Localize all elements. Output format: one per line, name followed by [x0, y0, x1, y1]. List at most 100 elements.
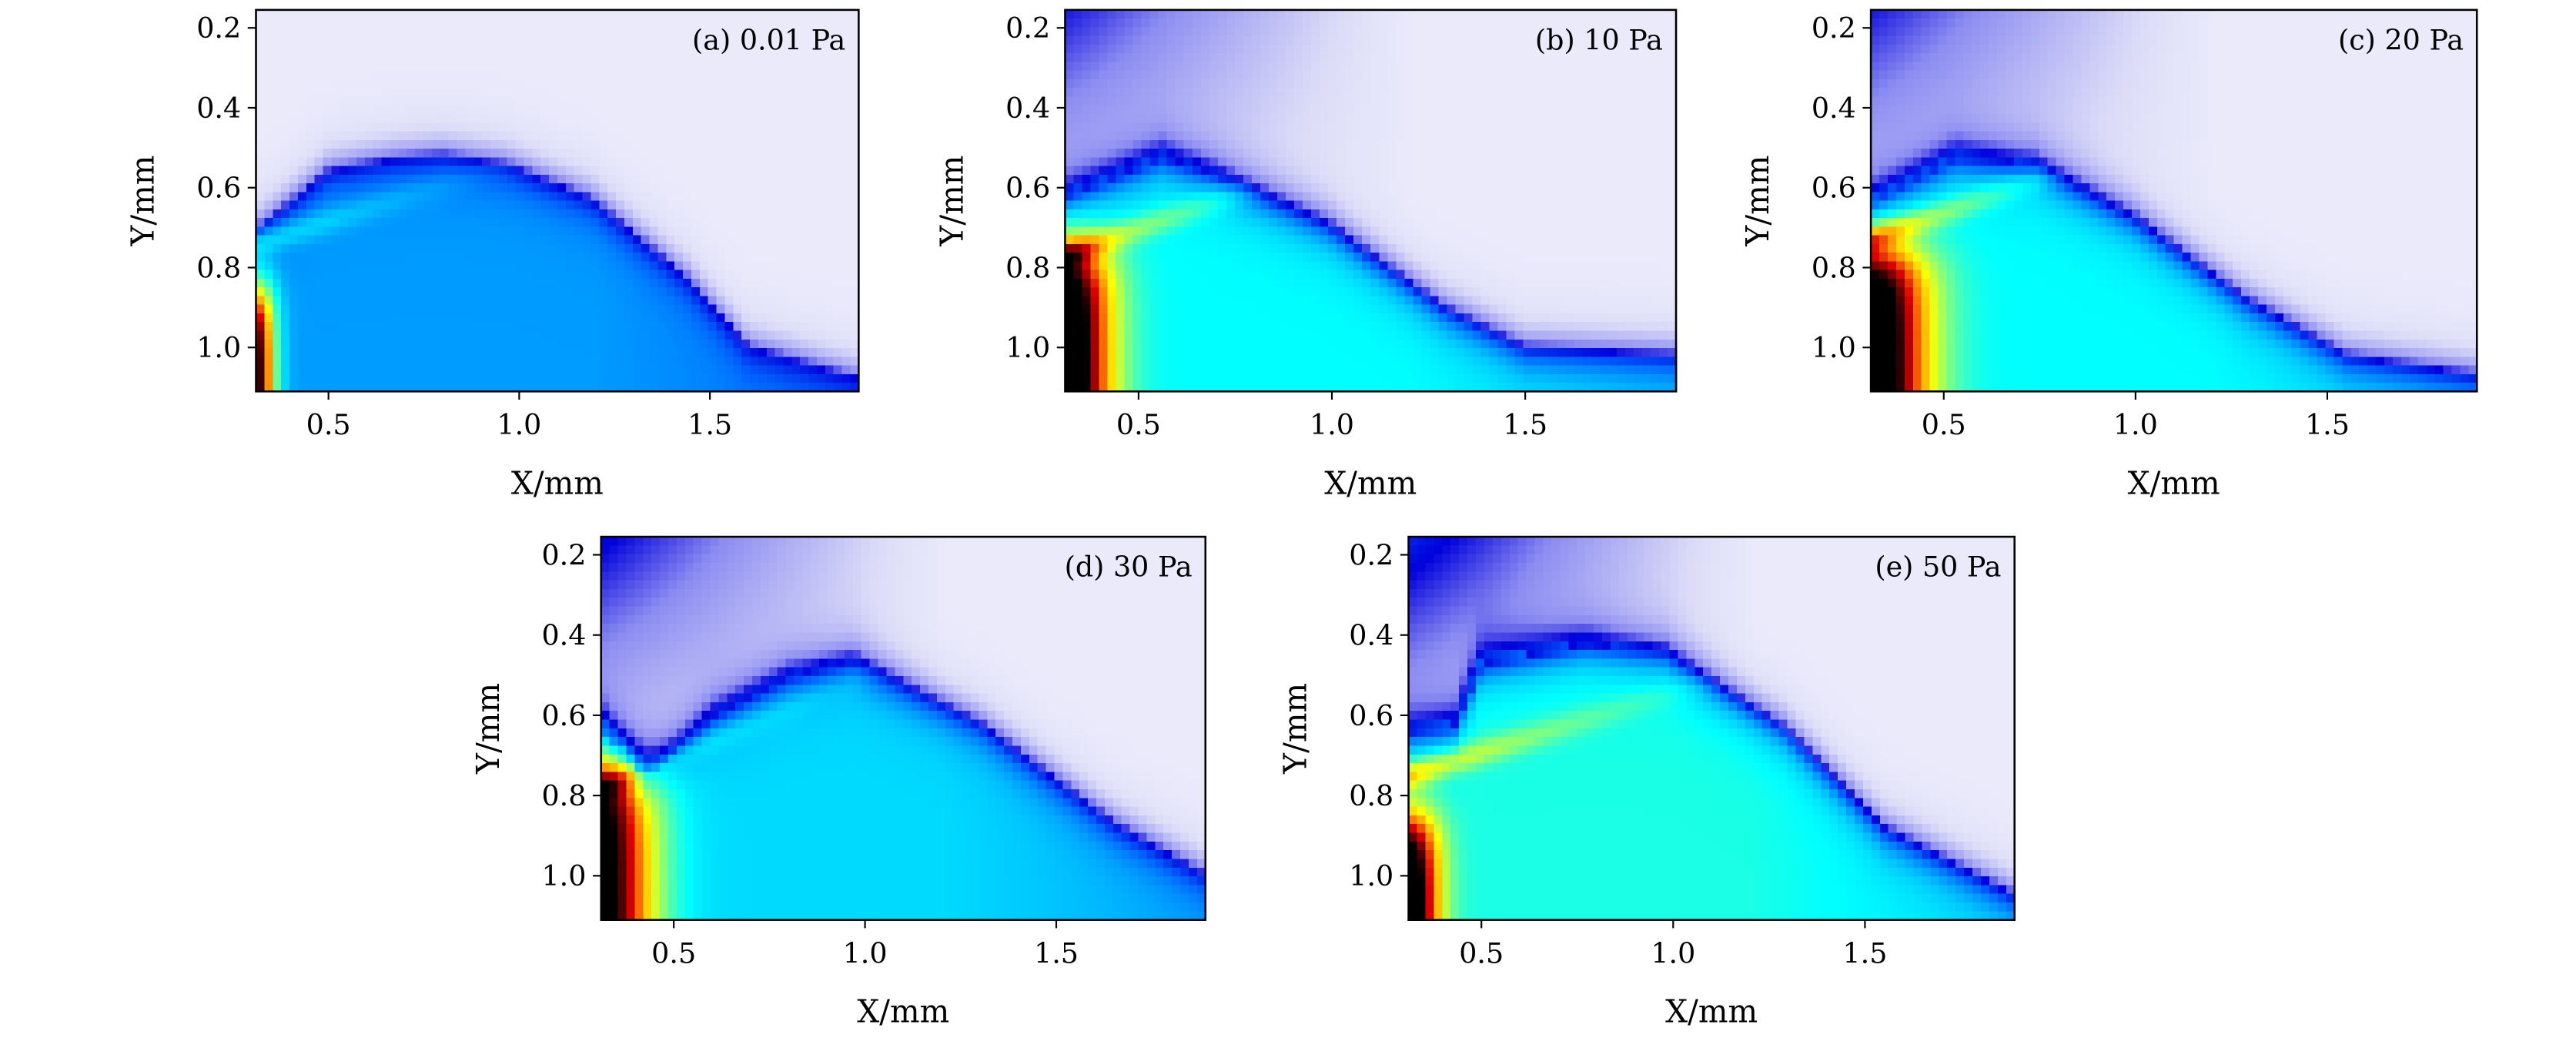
heatmap-cell — [1200, 209, 1211, 219]
heatmap-cell — [331, 253, 341, 263]
heatmap-cell — [607, 149, 617, 159]
heatmap-cell — [1599, 139, 1610, 150]
heatmap-cell — [565, 183, 575, 193]
heatmap-cell — [1480, 157, 1490, 167]
heatmap-cell — [641, 79, 651, 89]
heatmap-cell — [1243, 44, 1253, 55]
heatmap-cell — [1260, 166, 1270, 176]
heatmap-cell — [465, 218, 475, 228]
heatmap-cell — [348, 105, 358, 116]
heatmap-cell — [841, 287, 851, 297]
heatmap-cell — [306, 270, 316, 280]
heatmap-cell — [1082, 62, 1092, 72]
heatmap-cell — [1540, 18, 1550, 28]
heatmap-cell — [1294, 18, 1304, 28]
heatmap-cell — [314, 122, 324, 132]
heatmap-cell — [582, 373, 592, 384]
heatmap-cell — [724, 35, 734, 46]
heatmap-cell — [766, 174, 776, 185]
heatmap-cell — [490, 166, 500, 176]
heatmap-cell — [1268, 35, 1279, 46]
heatmap-cell — [1311, 139, 1321, 150]
heatmap-cell — [398, 139, 408, 150]
heatmap-cell — [524, 122, 534, 132]
heatmap-cell — [1294, 209, 1304, 219]
y-tick-label: 0.4 — [196, 92, 241, 125]
heatmap-cell — [532, 261, 542, 271]
heatmap-cell — [1082, 131, 1092, 142]
heatmap-cell — [816, 330, 827, 341]
heatmap-cell — [699, 62, 709, 72]
heatmap-cell — [1413, 166, 1423, 176]
heatmap-cell — [1141, 9, 1151, 20]
heatmap-cell — [1514, 88, 1524, 98]
heatmap-cell — [1141, 122, 1151, 132]
heatmap-cell — [699, 357, 709, 367]
heatmap-cell — [850, 261, 860, 271]
heatmap-cell — [532, 200, 542, 211]
heatmap-cell — [440, 278, 450, 289]
heatmap-cell — [1166, 174, 1177, 185]
heatmap-cell — [750, 70, 760, 81]
heatmap-cell — [590, 183, 601, 193]
heatmap-cell — [264, 27, 274, 37]
heatmap-cell — [457, 105, 467, 116]
heatmap-cell — [406, 243, 417, 254]
heatmap-cell — [440, 313, 450, 323]
heatmap-cell — [1472, 192, 1482, 202]
heatmap-cell — [1514, 192, 1524, 202]
heatmap-cell — [448, 9, 458, 20]
heatmap-cell — [1506, 192, 1516, 202]
heatmap-cell — [1234, 131, 1245, 142]
heatmap-cell — [1107, 88, 1117, 98]
heatmap-cell — [1616, 79, 1627, 89]
heatmap-cell — [599, 70, 609, 81]
heatmap-cell — [1328, 200, 1338, 211]
heatmap-cell — [733, 122, 743, 132]
heatmap-cell — [515, 330, 525, 341]
heatmap-cell — [1311, 183, 1321, 193]
heatmap-cell — [306, 166, 316, 176]
heatmap-cell — [423, 200, 433, 211]
heatmap-cell — [833, 157, 843, 167]
heatmap-cell — [1548, 183, 1559, 193]
heatmap-cell — [699, 348, 709, 358]
heatmap-cell — [340, 183, 350, 193]
heatmap-cell — [465, 226, 475, 236]
heatmap-cell — [850, 322, 860, 332]
heatmap-cell — [1464, 70, 1474, 81]
heatmap-cell — [724, 348, 734, 358]
heatmap-cell — [1243, 218, 1253, 228]
heatmap-cell — [1217, 209, 1228, 219]
heatmap-cell — [1565, 200, 1576, 211]
heatmap-cell — [632, 53, 642, 63]
heatmap-cell — [825, 53, 835, 63]
heatmap-cell — [674, 261, 684, 271]
heatmap-cell — [297, 53, 308, 63]
heatmap-cell — [808, 383, 818, 393]
heatmap-cell — [314, 44, 324, 55]
heatmap-cell — [1065, 139, 1075, 150]
heatmap-cell — [1489, 200, 1499, 211]
heatmap-cell — [1455, 192, 1465, 202]
heatmap-cell — [1234, 27, 1245, 37]
heatmap-cell — [423, 270, 433, 280]
heatmap-cell — [1565, 122, 1576, 132]
heatmap-cell — [1387, 174, 1397, 185]
heatmap-cell — [498, 200, 508, 211]
heatmap-cell — [1234, 218, 1245, 228]
heatmap-cell — [733, 270, 743, 280]
heatmap-cell — [1565, 53, 1576, 63]
heatmap-cell — [515, 287, 525, 297]
heatmap-cell — [691, 357, 701, 367]
heatmap-cell — [1276, 122, 1287, 132]
heatmap-cell — [1438, 183, 1448, 193]
heatmap-cell — [448, 322, 458, 332]
heatmap-cell — [850, 200, 860, 211]
heatmap-cell — [841, 261, 851, 271]
heatmap-cell — [574, 174, 584, 185]
heatmap-cell — [833, 296, 843, 306]
heatmap-cell — [774, 209, 785, 219]
heatmap-cell — [1175, 209, 1186, 219]
heatmap-cell — [398, 383, 408, 393]
